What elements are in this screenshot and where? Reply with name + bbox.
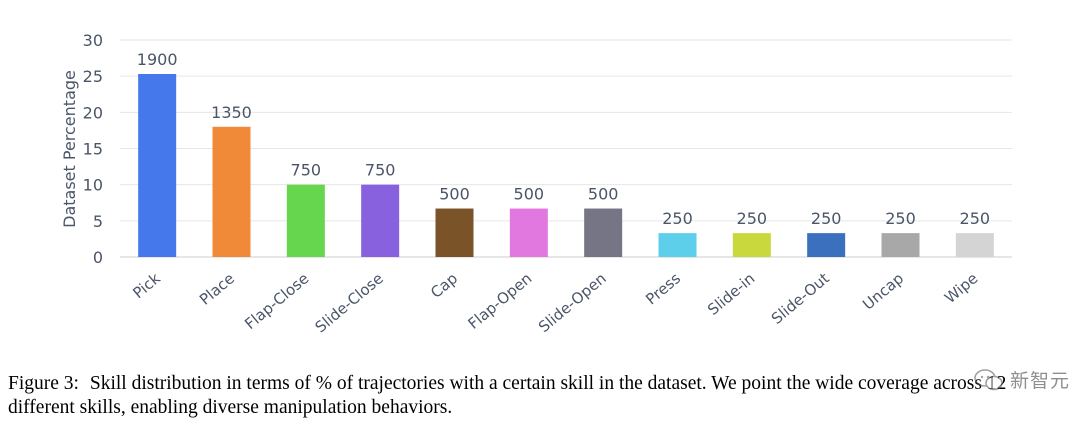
y-tick-label: 30 xyxy=(83,31,103,50)
x-tick-label: Flap-Close xyxy=(241,269,312,333)
data-label: 750 xyxy=(365,161,396,180)
x-tick-label: Place xyxy=(196,269,238,308)
y-axis-ticks: 0 5 10 15 20 25 30 xyxy=(83,31,103,267)
watermark: 新智元 xyxy=(974,366,1070,393)
y-tick-label: 10 xyxy=(83,176,103,195)
data-label: 500 xyxy=(588,185,619,204)
x-axis-ticks: Pick Place Flap-Close Slide-Close Cap Flap-Op… xyxy=(129,269,981,336)
data-label: 250 xyxy=(811,209,842,228)
x-tick-label: Wipe xyxy=(941,269,981,307)
bar-slide-in xyxy=(732,233,771,257)
bar-slide-close xyxy=(361,184,400,257)
figure-label: Figure 3: xyxy=(8,373,79,394)
y-tick-label: 0 xyxy=(93,248,103,267)
data-label: 750 xyxy=(291,161,322,180)
x-tick-label: Cap xyxy=(427,269,461,302)
y-tick-label: 25 xyxy=(83,67,103,86)
data-label: 1900 xyxy=(137,50,178,69)
wechat-icon xyxy=(974,368,1003,390)
bars xyxy=(138,73,994,257)
x-tick-label: Press xyxy=(642,269,684,308)
y-tick-label: 20 xyxy=(83,103,103,122)
data-label: 250 xyxy=(885,209,916,228)
x-tick-label: Slide-in xyxy=(704,269,758,319)
bar-uncap xyxy=(881,233,920,257)
bar-slide-open xyxy=(584,208,623,257)
data-label: 500 xyxy=(439,185,470,204)
y-tick-label: 15 xyxy=(83,140,103,159)
data-label: 250 xyxy=(662,209,693,228)
y-tick-label: 5 xyxy=(93,212,103,231)
bar-press xyxy=(658,233,697,257)
data-label: 1350 xyxy=(211,103,252,122)
x-tick-label: Slide-Close xyxy=(312,269,387,336)
bar-wipe xyxy=(955,233,994,257)
data-labels: 1900 1350 750 750 500 500 500 250 250 250 250 250 xyxy=(137,50,990,228)
x-tick-label: Slide-Open xyxy=(535,269,610,336)
x-tick-label: Flap-Open xyxy=(465,269,536,333)
bar-flap-open xyxy=(509,208,548,257)
data-label: 250 xyxy=(960,209,991,228)
bar-chart: 0 5 10 15 20 25 30 1900 1350 750 750 500 500 500 250 2… xyxy=(60,31,1012,336)
bar-cap xyxy=(435,208,474,257)
bar-pick xyxy=(138,73,177,257)
x-tick-label: Uncap xyxy=(859,269,907,313)
figure-caption: Figure 3: Skill distribution in terms of… xyxy=(8,372,1072,420)
data-label: 250 xyxy=(737,209,768,228)
bar-flap-close xyxy=(286,184,325,257)
data-label: 500 xyxy=(514,185,545,204)
caption-text: Skill distribution in terms of % of traj… xyxy=(8,373,1007,418)
watermark-text: 新智元 xyxy=(1009,370,1070,392)
bar-place xyxy=(212,126,251,257)
grid-lines xyxy=(120,39,1012,258)
y-axis-label: Dataset Percentage xyxy=(60,70,79,228)
x-tick-label: Slide-Out xyxy=(768,269,833,328)
x-tick-label: Pick xyxy=(129,269,164,302)
bar-slide-out xyxy=(807,233,846,257)
